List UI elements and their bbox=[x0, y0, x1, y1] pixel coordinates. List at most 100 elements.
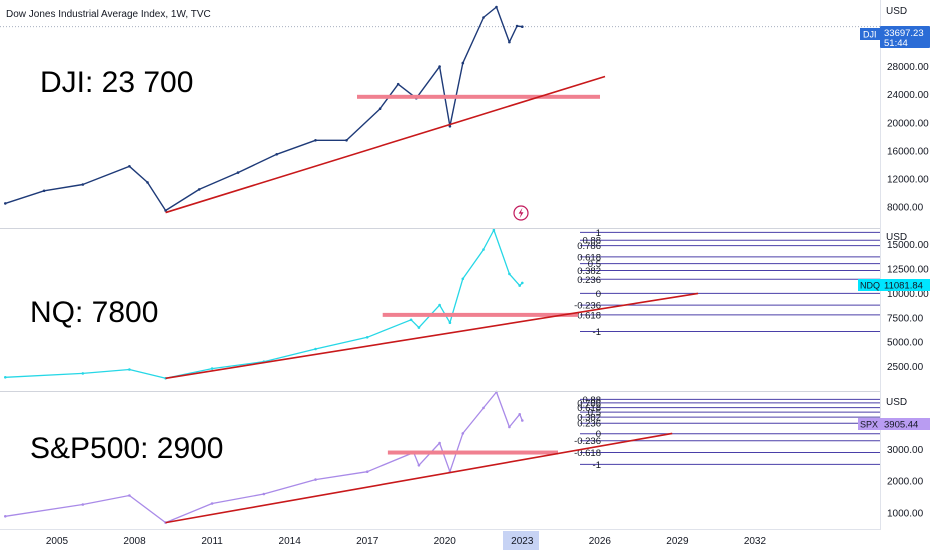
ndq-fib-label: -1 bbox=[593, 327, 601, 338]
ndq-badge-text: NDQ bbox=[860, 281, 880, 291]
price-axes: USD USD USD 28000.00 24000.00 20000.00 1600… bbox=[886, 6, 929, 520]
x-tick-label: 2032 bbox=[744, 536, 767, 547]
spx-series-point bbox=[4, 515, 7, 518]
chart-title: Dow Jones Industrial Average Index, 1W, … bbox=[6, 9, 211, 20]
ndq-y-tick-label: 5000.00 bbox=[887, 338, 924, 349]
dji-last-value: 33697.23 bbox=[884, 28, 924, 39]
x-tick-label: 2020 bbox=[434, 536, 457, 547]
spx-series-point bbox=[521, 419, 524, 422]
spx-series-point bbox=[508, 425, 511, 429]
dji-series-point bbox=[4, 202, 7, 205]
ndq-y-tick-label: 7500.00 bbox=[887, 313, 924, 324]
dji-y-tick-label: 28000.00 bbox=[887, 62, 929, 73]
time-axis: 2005 2008 2011 2014 2017 2020 2023 2026 2029 2032 bbox=[46, 536, 767, 547]
spx-series-point bbox=[314, 478, 317, 481]
ndq-unit-label: USD bbox=[886, 232, 907, 243]
ndq-fib-label: 0.5 bbox=[588, 259, 601, 270]
dji-series-point bbox=[128, 165, 131, 168]
ndq-fib-label: 0.88 bbox=[583, 236, 602, 247]
ndq-series-point bbox=[482, 248, 485, 251]
x-tick-label: 2017 bbox=[356, 536, 379, 547]
dji-series-point bbox=[521, 25, 524, 29]
ndq-y-tick-label: 15000.00 bbox=[887, 240, 929, 251]
ndq-series-point bbox=[518, 284, 521, 287]
dji-series-point bbox=[197, 188, 201, 191]
ndq-fib-label: -0.236 bbox=[574, 301, 601, 312]
ndq-badge bbox=[858, 279, 880, 291]
ndq-last-value-box bbox=[880, 279, 930, 291]
lightning-icon bbox=[518, 207, 524, 219]
x-tick-label: 2011 bbox=[201, 536, 223, 547]
ndq-series-point bbox=[492, 228, 496, 232]
ndq-series-point bbox=[365, 336, 369, 339]
spx-fib-label: 0 bbox=[596, 429, 601, 440]
spx-fib-label: 0.88 bbox=[583, 395, 602, 406]
spx-last-value-box bbox=[880, 418, 930, 430]
dji-series-point bbox=[482, 16, 485, 19]
lightning-button[interactable] bbox=[513, 205, 529, 221]
ndq-trendline bbox=[165, 292, 699, 380]
ndq-y-tick-label: 12500.00 bbox=[887, 265, 929, 276]
dji-series-point bbox=[236, 171, 240, 174]
ndq-fib-label: 0 bbox=[596, 289, 601, 300]
ndq-price-tag[interactable]: NDQ 11081.84 bbox=[858, 279, 930, 292]
ndq-fib-label: 0.786 bbox=[577, 241, 601, 252]
ndq-series-point bbox=[417, 326, 421, 329]
dji-series-point bbox=[164, 209, 167, 212]
spx-fib-label: 0.5 bbox=[588, 408, 601, 419]
dji-series-point bbox=[448, 125, 452, 128]
dji-support-zone bbox=[356, 94, 600, 99]
spx-series-point bbox=[482, 406, 485, 410]
dji-series-point bbox=[495, 5, 498, 9]
spx-series-point bbox=[461, 432, 465, 435]
ndq-fib-label: 0.236 bbox=[577, 275, 601, 286]
ndq-series-point bbox=[448, 321, 452, 325]
ndq-fib-label: -0.618 bbox=[574, 310, 601, 321]
spx-badge bbox=[858, 418, 880, 430]
spx-series-point bbox=[518, 413, 521, 416]
dji-badge-text: DJI bbox=[863, 30, 877, 40]
ndq-fib-label: 0.618 bbox=[577, 252, 601, 263]
spx-y-tick-label: 3000.00 bbox=[887, 445, 924, 456]
spx-fib-label: 0.236 bbox=[577, 419, 601, 430]
dji-countdown: 51:44 bbox=[884, 38, 908, 49]
ndq-series-line bbox=[5, 229, 523, 379]
spx-fib-label: 0.786 bbox=[577, 398, 601, 409]
spx-series-line bbox=[5, 391, 523, 524]
dji-series-point bbox=[275, 153, 279, 156]
dji-price-tag[interactable]: DJI 33697.23 51:44 bbox=[860, 26, 930, 49]
spx-fib-label: -1 bbox=[593, 460, 601, 471]
x-tick-label: 2026 bbox=[589, 536, 612, 547]
spx-trendline bbox=[165, 432, 673, 524]
ndq-last-value: 11081.84 bbox=[884, 281, 923, 292]
dji-y-tick-label: 12000.00 bbox=[887, 174, 929, 185]
x-tick-label: 2005 bbox=[46, 536, 69, 547]
dji-y-tick-label: 16000.00 bbox=[887, 146, 929, 157]
ndq-series-point bbox=[4, 376, 7, 379]
dji-series-point bbox=[508, 40, 511, 44]
spx-fib-label: -0.618 bbox=[574, 448, 601, 459]
dji-series-line bbox=[5, 6, 523, 212]
dji-series-point bbox=[396, 82, 400, 86]
dji-series-point bbox=[461, 61, 465, 65]
nq-annotation: NQ: 7800 bbox=[30, 296, 158, 329]
spx-badge-text: SPX bbox=[860, 420, 878, 430]
dji-trendline bbox=[165, 75, 606, 214]
x-tick-label: 2029 bbox=[666, 536, 689, 547]
dji-series-point bbox=[314, 139, 317, 142]
spx-fib-label: 0.618 bbox=[577, 403, 601, 414]
dji-series-point bbox=[378, 107, 382, 110]
ndq-series-point bbox=[508, 272, 511, 276]
spx-series-point bbox=[128, 494, 131, 497]
spx-support-zone bbox=[387, 450, 558, 455]
spx-unit-label: USD bbox=[886, 397, 907, 408]
ndq-fib-label: 0.382 bbox=[577, 266, 601, 277]
dji-last-value-box bbox=[880, 26, 930, 48]
ndq-series-point bbox=[409, 318, 413, 322]
time-axis-highlight bbox=[503, 531, 539, 550]
spx-price-tag[interactable]: SPX 3905.44 bbox=[858, 418, 930, 431]
ndq-series-point bbox=[81, 372, 85, 375]
ndq-series-point bbox=[521, 281, 524, 285]
dji-badge bbox=[860, 28, 880, 40]
spx-series-point bbox=[417, 464, 421, 467]
